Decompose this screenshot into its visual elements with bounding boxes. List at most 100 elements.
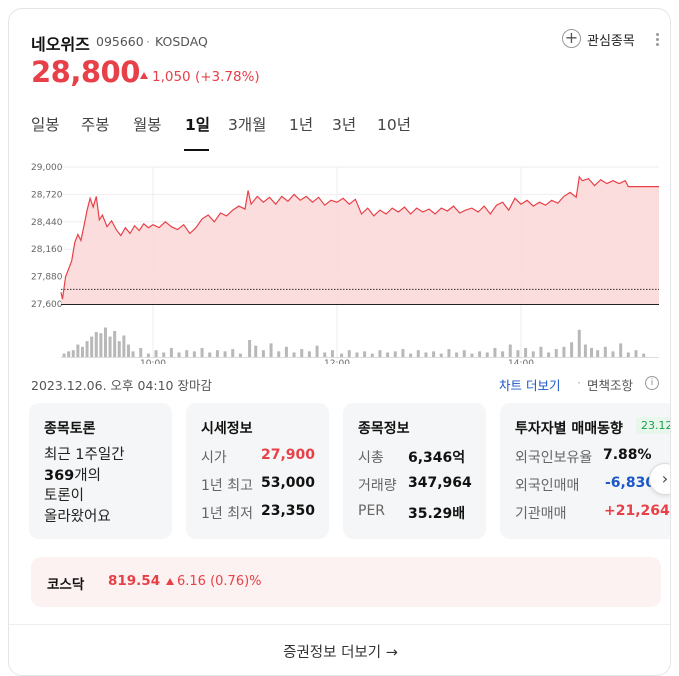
- volume-bar: [108, 336, 112, 357]
- quote-box[interactable]: 시세정보 시가 27,900 1년 최고 53,000 1년 최저 23,350: [186, 403, 329, 539]
- kosdaq-index-banner[interactable]: 코스닥 819.54 6.16 (0.76)%: [31, 557, 661, 607]
- stock-code: 095660: [96, 34, 144, 49]
- info-icon[interactable]: i: [645, 376, 659, 390]
- volume-bar: [493, 347, 497, 357]
- volume-bar: [139, 347, 143, 357]
- volume-bar: [261, 350, 265, 357]
- discussion-box[interactable]: 종목토론 최근 1주일간 369개의 토론이 올라왔어요: [29, 403, 172, 539]
- volume-bar: [439, 353, 443, 357]
- more-stock-info-link[interactable]: 증권정보 더보기 →: [283, 645, 398, 661]
- quote-row-52w-low: 1년 최저 23,350: [201, 503, 316, 522]
- volume-bar: [223, 351, 227, 357]
- volume-bar: [330, 350, 334, 357]
- tab-1-year[interactable]: 1년: [289, 116, 314, 134]
- volume-bar: [169, 347, 173, 357]
- active-tab-indicator: [184, 149, 209, 151]
- volume-bar: [284, 346, 288, 357]
- volume-bar: [162, 352, 166, 357]
- volume-bar: [131, 351, 135, 357]
- index-name: 코스닥: [47, 577, 85, 593]
- volume-bar: [590, 347, 594, 357]
- y-tick-label: 27,600: [31, 300, 63, 310]
- volume-bar: [94, 332, 98, 357]
- volume-bar: [583, 344, 587, 357]
- x-tick-label: 12:00: [324, 359, 350, 364]
- volume-bar: [307, 351, 311, 357]
- volume-bar: [103, 327, 107, 357]
- volume-bar: [300, 349, 304, 357]
- price-area: [61, 176, 659, 304]
- volume-bar: [455, 352, 459, 357]
- info-row-volume: 거래량 347,964: [358, 475, 472, 494]
- volume-bar: [90, 336, 94, 357]
- quote-title: 시세정보: [201, 421, 253, 437]
- index-change: 6.16 (0.76)%: [177, 574, 262, 589]
- volume-bar: [99, 333, 103, 357]
- volume-bar: [67, 351, 71, 357]
- investor-row-foreign-trade: 외국인매매 -6,830: [515, 475, 656, 494]
- disclaimer-link[interactable]: 면책조항: [587, 378, 634, 393]
- volume-bar: [347, 350, 351, 357]
- volume-bar: [146, 353, 150, 357]
- discussion-title: 종목토론: [44, 421, 96, 437]
- volume-bar: [363, 351, 367, 357]
- volume-bar: [126, 344, 130, 357]
- tab-daily[interactable]: 일봉: [31, 116, 60, 134]
- volume-bar: [378, 350, 382, 357]
- company-info-box[interactable]: 종목정보 시총 6,346억 거래량 347,964 PER 35.29배: [343, 403, 486, 539]
- investor-trend-title: 투자자별 매매동향: [515, 421, 623, 437]
- tab-3-years[interactable]: 3년: [332, 116, 357, 134]
- more-vertical-icon[interactable]: [653, 31, 661, 49]
- info-boxes: 종목토론 최근 1주일간 369개의 토론이 올라왔어요 시세정보 시가 27,…: [29, 403, 670, 539]
- volume-bar: [547, 352, 551, 357]
- company-info-title: 종목정보: [358, 421, 410, 437]
- intraday-chart[interactable]: 29,000 28,720 28,440 28,160 27,880 27,600 10:0…: [9, 159, 671, 364]
- tab-3-months[interactable]: 3개월: [228, 116, 267, 134]
- chart-more-link[interactable]: 차트 더보기: [499, 378, 561, 393]
- investor-trend-box[interactable]: 투자자별 매매동향 23.12.05 외국인보유율 7.88% 외국인매매 -6…: [500, 403, 670, 539]
- volume-bar: [485, 352, 489, 357]
- tab-weekly[interactable]: 주봉: [81, 116, 110, 134]
- x-tick-label: 10:00: [140, 359, 166, 364]
- header-separator: ·: [146, 34, 150, 49]
- volume-bar: [596, 350, 600, 357]
- y-tick-label: 29,000: [31, 163, 63, 173]
- volume-bar: [524, 347, 528, 357]
- volume-bar: [117, 341, 121, 357]
- discussion-count: 369: [44, 467, 75, 484]
- tab-monthly[interactable]: 월봉: [133, 116, 162, 134]
- volume-bar: [122, 335, 126, 357]
- volume-bar: [516, 350, 520, 357]
- volume-bar: [619, 343, 623, 357]
- x-tick-label: 14:00: [508, 359, 534, 364]
- y-tick-label: 28,720: [31, 190, 63, 200]
- tab-1-day[interactable]: 1일: [185, 116, 211, 134]
- volume-bar: [355, 352, 359, 357]
- volume-bar: [508, 344, 512, 357]
- watchlist-button[interactable]: + 관심종목: [562, 28, 642, 50]
- volume-bar: [208, 352, 212, 357]
- volume-bar: [432, 351, 436, 357]
- volume-bar: [642, 353, 646, 357]
- info-row-market-cap: 시총 6,346억: [358, 450, 466, 466]
- status-separator: ·: [577, 375, 581, 390]
- volume-bar: [113, 330, 117, 357]
- volume-bar: [80, 346, 84, 357]
- volume-bar: [539, 346, 543, 357]
- volume-bar: [315, 345, 319, 357]
- volume-bar: [562, 346, 566, 357]
- volume-bar: [416, 350, 420, 357]
- market-status: 2023.12.06. 오후 04:10 장마감: [31, 378, 212, 393]
- tab-10-years[interactable]: 10년: [377, 116, 411, 134]
- volume-bar: [248, 340, 252, 357]
- info-row-per: PER 35.29배: [358, 503, 466, 522]
- quote-row-52w-high: 1년 최고 53,000: [201, 475, 316, 494]
- volume-bar: [393, 351, 397, 357]
- volume-bar: [277, 351, 281, 357]
- y-tick-label: 27,880: [31, 273, 63, 283]
- volume-bar: [76, 344, 80, 357]
- stock-name[interactable]: 네오위즈: [31, 35, 90, 54]
- volume-bar: [478, 351, 482, 357]
- volume-bar: [254, 345, 258, 357]
- volume-bar: [71, 350, 75, 357]
